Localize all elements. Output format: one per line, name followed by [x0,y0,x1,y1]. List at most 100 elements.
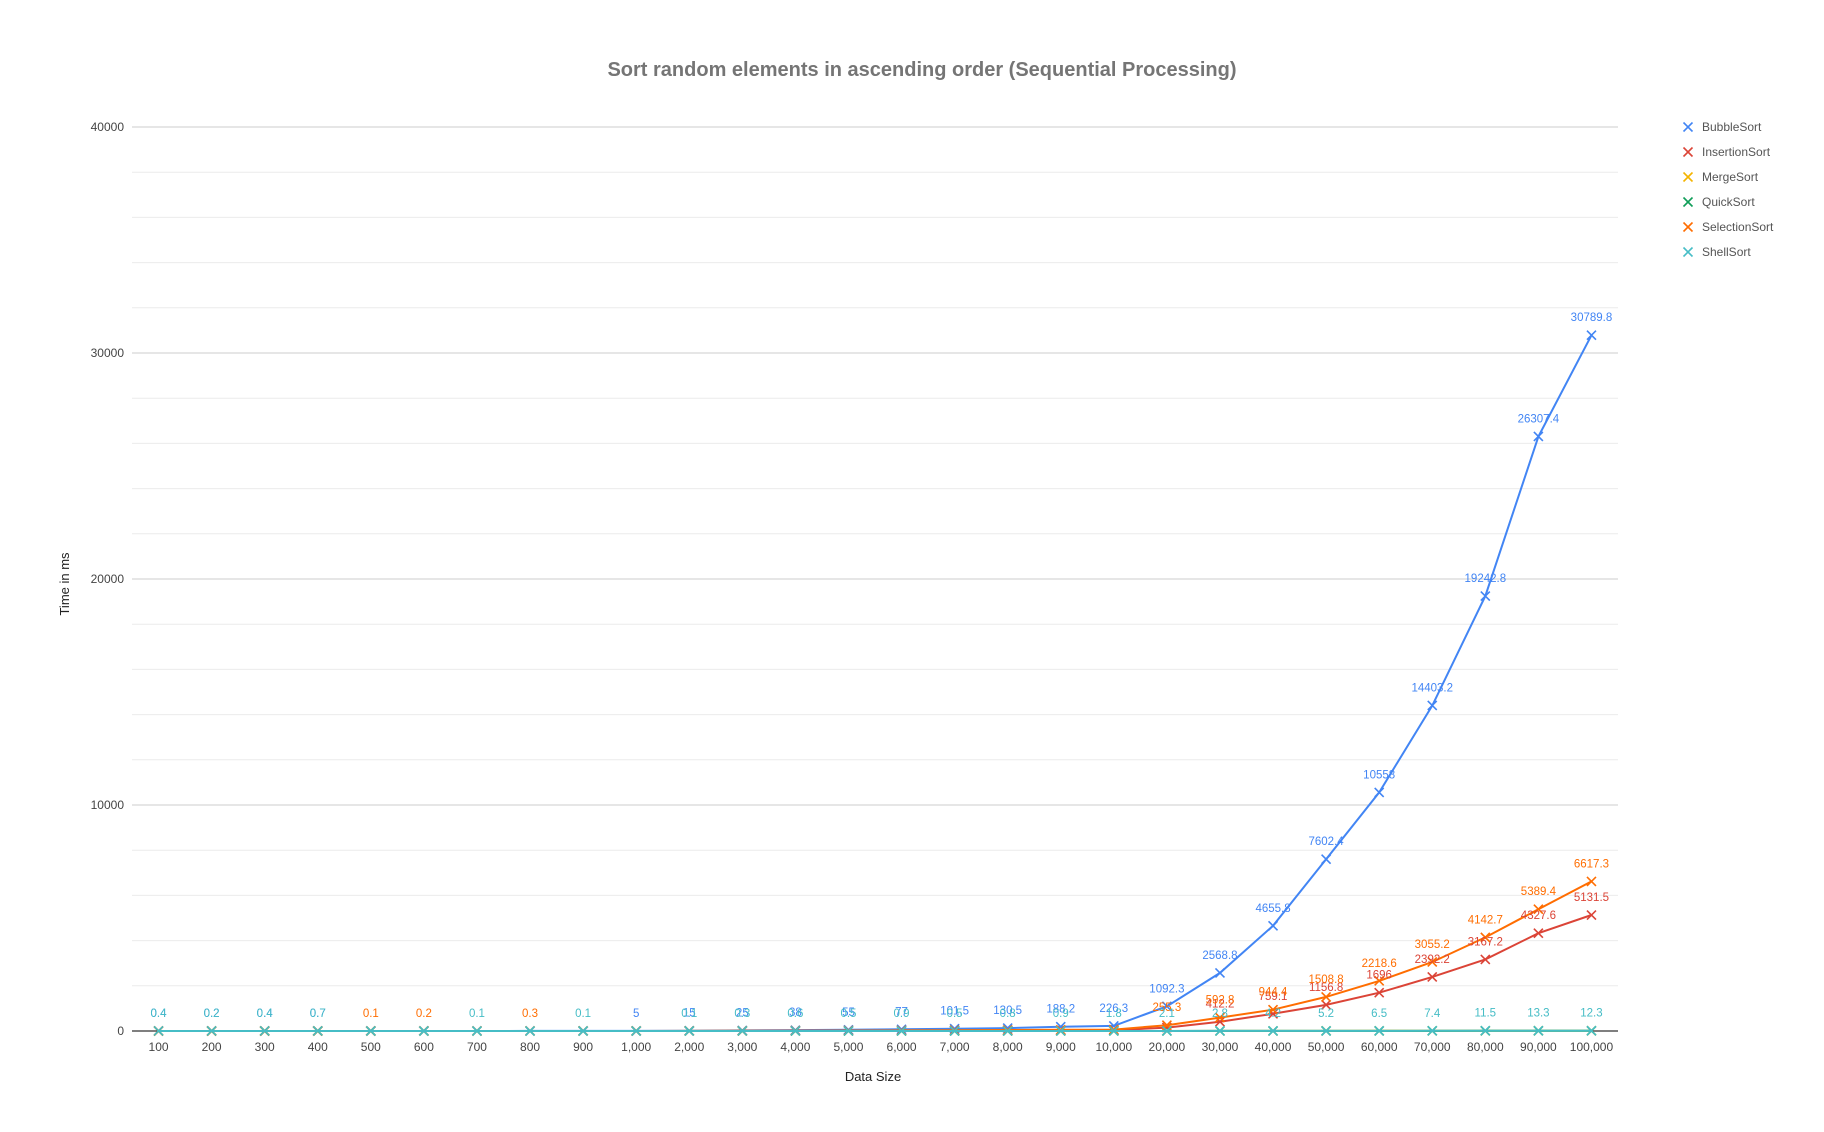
data-label: 5389.4 [1521,886,1557,898]
data-label: 0.1 [681,1008,697,1020]
legend-item-selectionsort: SelectionSort [1684,220,1775,234]
data-label: 2.8 [1212,1008,1228,1020]
legend: BubbleSort InsertionSort MergeSort QuickSor… [1684,120,1775,259]
x-tick-label: 5,000 [833,1040,863,1054]
legend-marker-icon [1684,123,1693,132]
data-label: 2568.8 [1202,950,1237,962]
x-tick-label: 9,000 [1046,1040,1076,1054]
legend-marker-icon [1684,148,1693,157]
legend-label: QuickSort [1702,195,1755,209]
data-label: 30789.8 [1571,312,1613,324]
data-label: 0.1 [469,1008,485,1020]
series-line [159,335,1592,1031]
data-label: 0.7 [310,1008,326,1020]
data-label: 0.9 [894,1008,910,1020]
x-tick-label: 7,000 [940,1040,970,1054]
data-point [1587,877,1596,886]
series-lines [154,331,1596,1036]
data-label: 3167.2 [1468,936,1503,948]
x-tick-label: 20,000 [1149,1040,1186,1054]
y-tick-label: 40000 [91,120,125,134]
data-point [1269,921,1278,930]
x-tick-label: 400 [308,1040,328,1054]
data-label: 4.2 [1265,1008,1281,1020]
data-label: 14403.2 [1411,682,1453,694]
data-label: 2392.2 [1415,954,1450,966]
gridlines [132,127,1618,986]
x-tick-label: 40,000 [1255,1040,1292,1054]
x-tick-label: 100,000 [1570,1040,1614,1054]
data-label: 592.8 [1206,995,1235,1007]
data-label: 0.5 [947,1008,963,1020]
x-tick-label: 200 [202,1040,222,1054]
data-label: 5 [633,1008,639,1020]
x-tick-label: 30,000 [1202,1040,1239,1054]
data-label: 0.1 [575,1008,591,1020]
x-tick-label: 80,000 [1467,1040,1504,1054]
legend-marker-icon [1684,198,1693,207]
x-tick-label: 4,000 [780,1040,810,1054]
data-label: 944.4 [1259,987,1288,999]
x-tick-label: 60,000 [1361,1040,1398,1054]
data-label: 2218.6 [1362,958,1397,970]
data-point [1587,911,1596,920]
legend-marker-icon [1684,248,1693,257]
data-label: 0.9 [1053,1008,1069,1020]
x-tick-label: 100 [149,1040,169,1054]
data-label: 5131.5 [1574,892,1609,904]
x-tick-label: 6,000 [887,1040,917,1054]
data-label: 6.5 [1371,1008,1387,1020]
x-tick-label: 2,000 [674,1040,704,1054]
data-point [1534,929,1543,938]
data-point [1428,701,1437,710]
data-point [1375,788,1384,797]
data-label: 5.2 [1318,1008,1334,1020]
data-label: 1508.8 [1309,974,1344,986]
legend-item-bubblesort: BubbleSort [1684,120,1763,134]
legend-label: InsertionSort [1702,145,1771,159]
data-label: 0.3 [522,1008,538,1020]
x-tick-label: 500 [361,1040,381,1054]
y-tick-label: 20000 [91,572,125,586]
data-label: 11.5 [1475,1008,1497,1020]
x-tick-label: 3,000 [727,1040,757,1054]
legend-marker-icon [1684,173,1693,182]
data-label: 0.6 [787,1008,803,1020]
legend-label: MergeSort [1702,170,1759,184]
data-label: 3055.2 [1415,939,1450,951]
data-label: 26307.4 [1518,413,1560,425]
data-label: 0.2 [416,1008,432,1020]
data-label: 4655.8 [1255,903,1290,915]
y-tick-label: 10000 [91,798,125,812]
x-tick-label: 8,000 [993,1040,1023,1054]
legend-item-shellsort: ShellSort [1684,245,1752,259]
legend-item-mergesort: MergeSort [1684,170,1759,184]
x-tick-label: 90,000 [1520,1040,1557,1054]
data-point [1215,968,1224,977]
data-label: 1.8 [1106,1008,1122,1020]
x-axis-title: Data Size [845,1069,901,1084]
x-tick-label: 800 [520,1040,540,1054]
data-label: 0.4 [151,1008,168,1020]
x-tick-label: 70,000 [1414,1040,1451,1054]
legend-label: BubbleSort [1702,120,1762,134]
x-tick-label: 300 [255,1040,275,1054]
data-label: 0.8 [1000,1008,1016,1020]
y-tick-label: 0 [117,1024,124,1038]
x-tick-label: 700 [467,1040,487,1054]
data-point [1587,331,1596,340]
legend-label: SelectionSort [1702,220,1774,234]
legend-marker-icon [1684,223,1693,232]
data-label: 1092.3 [1149,983,1184,995]
data-label: 10558 [1363,769,1395,781]
data-label: 4142.7 [1468,914,1503,926]
data-label: 0.1 [363,1008,379,1020]
data-label: 0.2 [204,1008,220,1020]
x-tick-label: 10,000 [1095,1040,1132,1054]
series-shellsort [154,1026,1596,1035]
y-axis-title: Time in ms [57,552,72,616]
